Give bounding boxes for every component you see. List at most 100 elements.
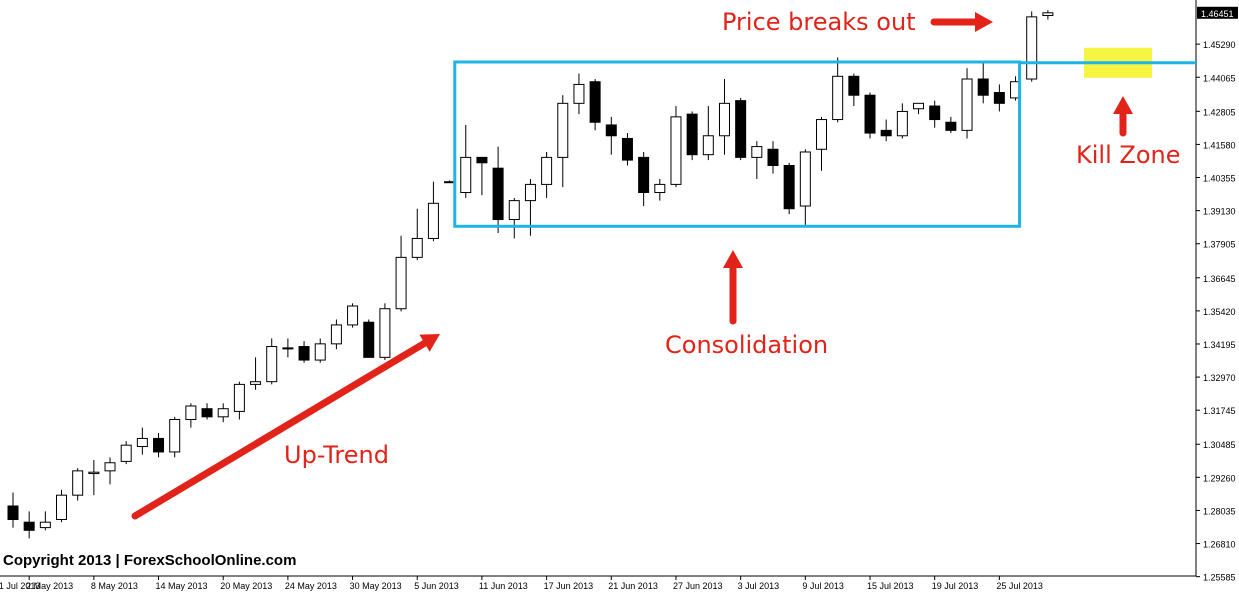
candle-body [799, 151, 811, 207]
candle [621, 133, 633, 166]
candle [298, 341, 310, 363]
candle [23, 511, 35, 539]
candle-body [250, 381, 262, 385]
candle [7, 492, 19, 528]
x-tick-label: 17 Jun 2013 [544, 581, 594, 591]
candle-body [783, 164, 795, 210]
arrow-head [975, 12, 993, 32]
x-tick-label: 24 May 2013 [285, 581, 337, 591]
y-tick-label: 1.36645 [1203, 274, 1236, 284]
candle [363, 319, 375, 358]
candle [832, 57, 844, 123]
candle [670, 106, 682, 188]
candle-body [395, 256, 407, 310]
candle [735, 97, 747, 161]
y-tick-label: 1.37905 [1203, 240, 1236, 250]
candle-body [120, 444, 132, 462]
candle [492, 146, 504, 234]
candle [864, 92, 876, 139]
y-tick-label: 1.34195 [1203, 340, 1236, 350]
candle-body [282, 347, 294, 350]
candle [783, 162, 795, 215]
breakout-arrow [930, 12, 993, 32]
candle-body [686, 113, 698, 156]
candle [136, 427, 148, 455]
candle-body [1042, 12, 1054, 17]
candle [589, 79, 601, 131]
consolidation-label: Consolidation [665, 331, 829, 359]
candle-body [136, 437, 148, 448]
y-tick-label: 1.40355 [1203, 174, 1236, 184]
x-tick-label: 15 Jul 2013 [867, 581, 914, 591]
y-tick-label: 1.32970 [1203, 373, 1236, 383]
candle [1042, 10, 1054, 20]
candle-body [88, 471, 100, 475]
candle [39, 511, 51, 531]
candle [104, 457, 116, 485]
candle [654, 179, 666, 201]
candle-body [718, 102, 730, 137]
candle [56, 489, 68, 523]
candle [233, 381, 245, 420]
candle [557, 95, 569, 188]
candle-body [476, 156, 488, 164]
y-tick-label: 1.35420 [1203, 307, 1236, 317]
candle-body [524, 183, 536, 202]
candle-body [492, 167, 504, 221]
candle-body [589, 81, 601, 123]
candle [751, 141, 763, 180]
candle-body [670, 116, 682, 185]
candle-body [363, 321, 375, 358]
candle [702, 106, 714, 161]
candle-body [233, 383, 245, 412]
candle-body [557, 102, 569, 158]
y-tick-label: 1.29260 [1203, 473, 1236, 483]
kill-zone-label: Kill Zone [1076, 141, 1181, 169]
candle-body [444, 181, 456, 184]
candle-body [411, 237, 423, 258]
y-tick-label: 1.42805 [1203, 107, 1236, 117]
x-tick-label: 21 Jun 2013 [608, 581, 658, 591]
candle [185, 403, 197, 428]
candle-body [427, 202, 439, 239]
candle [153, 433, 165, 458]
candle [379, 303, 391, 361]
candle [314, 338, 326, 363]
uptrend-label: Up-Trend [284, 441, 389, 469]
candle [913, 102, 925, 115]
candle [88, 460, 100, 496]
candle [573, 73, 585, 115]
candle [460, 124, 472, 198]
candle [945, 116, 957, 134]
candle [767, 141, 779, 174]
y-tick-label: 1.31745 [1203, 406, 1236, 416]
candle-body [961, 78, 973, 131]
breakout-label: Price breaks out [722, 8, 916, 36]
consolidation-box [453, 60, 1022, 228]
candle-body [460, 156, 472, 194]
candle-body [72, 470, 84, 496]
copyright-text: Copyright 2013 | ForexSchoolOnline.com [3, 552, 297, 569]
arrow-head [419, 334, 440, 352]
x-tick-label: 11 Jun 2013 [479, 581, 528, 591]
candle-body [169, 419, 181, 453]
candle-body [1026, 16, 1038, 80]
candle-body [654, 183, 666, 194]
candle [347, 303, 359, 328]
y-tick-label: 1.39130 [1203, 207, 1236, 217]
x-tick-label: 5 Jun 2013 [414, 581, 459, 591]
candle-body [913, 102, 925, 110]
candle [282, 338, 294, 358]
candle-body [880, 129, 892, 137]
candle-body [621, 137, 633, 161]
candle [993, 84, 1005, 112]
candle-body [153, 437, 165, 453]
candle-body [23, 521, 35, 531]
current-price-label: 1.46451 [1201, 9, 1234, 19]
candle-body [816, 119, 827, 150]
x-tick-label: 27 Jun 2013 [673, 581, 723, 591]
y-tick-label: 1.25585 [1203, 573, 1236, 583]
candle [395, 235, 407, 312]
candle-body [217, 408, 229, 418]
